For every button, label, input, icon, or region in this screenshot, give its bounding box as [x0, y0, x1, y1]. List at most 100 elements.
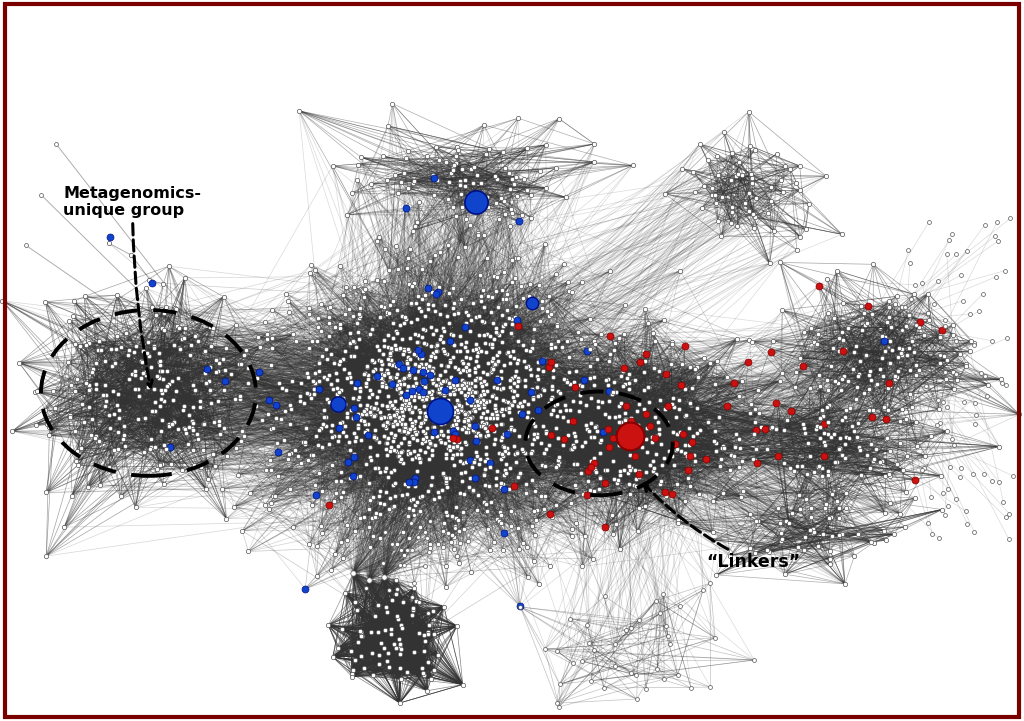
Point: [456, 523, 472, 534]
Point: [333, 466, 349, 477]
Point: [187, 330, 204, 342]
Point: [842, 402, 858, 414]
Point: [415, 363, 431, 374]
Point: [858, 349, 874, 360]
Point: [637, 303, 653, 314]
Point: [392, 380, 409, 392]
Point: [463, 314, 479, 326]
Point: [311, 383, 328, 394]
Point: [361, 541, 378, 552]
Point: [772, 174, 788, 186]
Point: [100, 461, 117, 472]
Point: [445, 201, 462, 213]
Point: [523, 342, 540, 354]
Point: [469, 229, 485, 241]
Point: [415, 394, 431, 405]
Point: [366, 410, 382, 422]
Point: [658, 416, 675, 428]
Point: [605, 528, 622, 539]
Point: [657, 366, 674, 378]
Point: [462, 220, 478, 231]
Point: [364, 324, 380, 335]
Point: [677, 340, 693, 352]
Point: [382, 347, 398, 358]
Point: [520, 407, 537, 418]
Point: [586, 156, 602, 168]
Point: [444, 302, 461, 314]
Point: [141, 443, 158, 454]
Point: [437, 401, 454, 412]
Point: [227, 442, 244, 454]
Point: [407, 427, 423, 438]
Point: [293, 457, 309, 469]
Point: [85, 363, 101, 375]
Point: [478, 405, 495, 417]
Point: [449, 620, 465, 632]
Point: [531, 166, 548, 177]
Point: [382, 446, 398, 457]
Point: [354, 630, 371, 642]
Point: [483, 497, 500, 508]
Point: [467, 394, 483, 406]
Point: [833, 443, 849, 454]
Point: [258, 333, 274, 345]
Point: [391, 448, 408, 460]
Point: [135, 345, 152, 357]
Point: [799, 469, 815, 480]
Point: [394, 410, 411, 422]
Point: [368, 371, 384, 383]
Point: [283, 418, 299, 430]
Point: [819, 273, 836, 285]
Point: [867, 443, 884, 455]
Point: [746, 222, 763, 234]
Point: [927, 298, 943, 310]
Point: [395, 549, 412, 561]
Point: [359, 418, 376, 430]
Point: [471, 269, 487, 280]
Point: [601, 266, 617, 278]
Point: [407, 402, 423, 413]
Point: [545, 404, 561, 415]
Point: [426, 493, 442, 505]
Point: [624, 668, 640, 679]
Point: [947, 368, 964, 379]
Point: [440, 377, 457, 389]
Point: [383, 354, 399, 366]
Point: [452, 345, 468, 356]
Point: [108, 343, 124, 355]
Point: [530, 391, 547, 402]
Point: [597, 521, 613, 533]
Point: [523, 368, 540, 380]
Point: [394, 406, 411, 417]
Point: [403, 298, 420, 309]
Point: [259, 328, 275, 340]
Point: [475, 407, 492, 419]
Point: [625, 160, 641, 172]
Point: [347, 596, 364, 608]
Point: [822, 545, 839, 557]
Point: [684, 382, 700, 394]
Point: [348, 377, 365, 389]
Point: [410, 531, 426, 543]
Point: [429, 393, 445, 404]
Point: [577, 530, 593, 541]
Point: [399, 510, 416, 521]
Point: [214, 483, 230, 495]
Point: [545, 364, 561, 376]
Point: [301, 303, 317, 314]
Point: [516, 447, 532, 459]
Point: [280, 295, 296, 306]
Point: [378, 606, 394, 618]
Point: [484, 317, 501, 329]
Point: [48, 138, 65, 150]
Point: [713, 231, 729, 242]
Point: [396, 342, 413, 354]
Point: [602, 387, 618, 399]
Point: [671, 404, 687, 415]
Point: [479, 201, 496, 213]
Point: [675, 428, 691, 440]
Point: [453, 442, 469, 454]
Point: [548, 162, 564, 173]
Point: [458, 352, 474, 363]
Point: [385, 431, 401, 443]
